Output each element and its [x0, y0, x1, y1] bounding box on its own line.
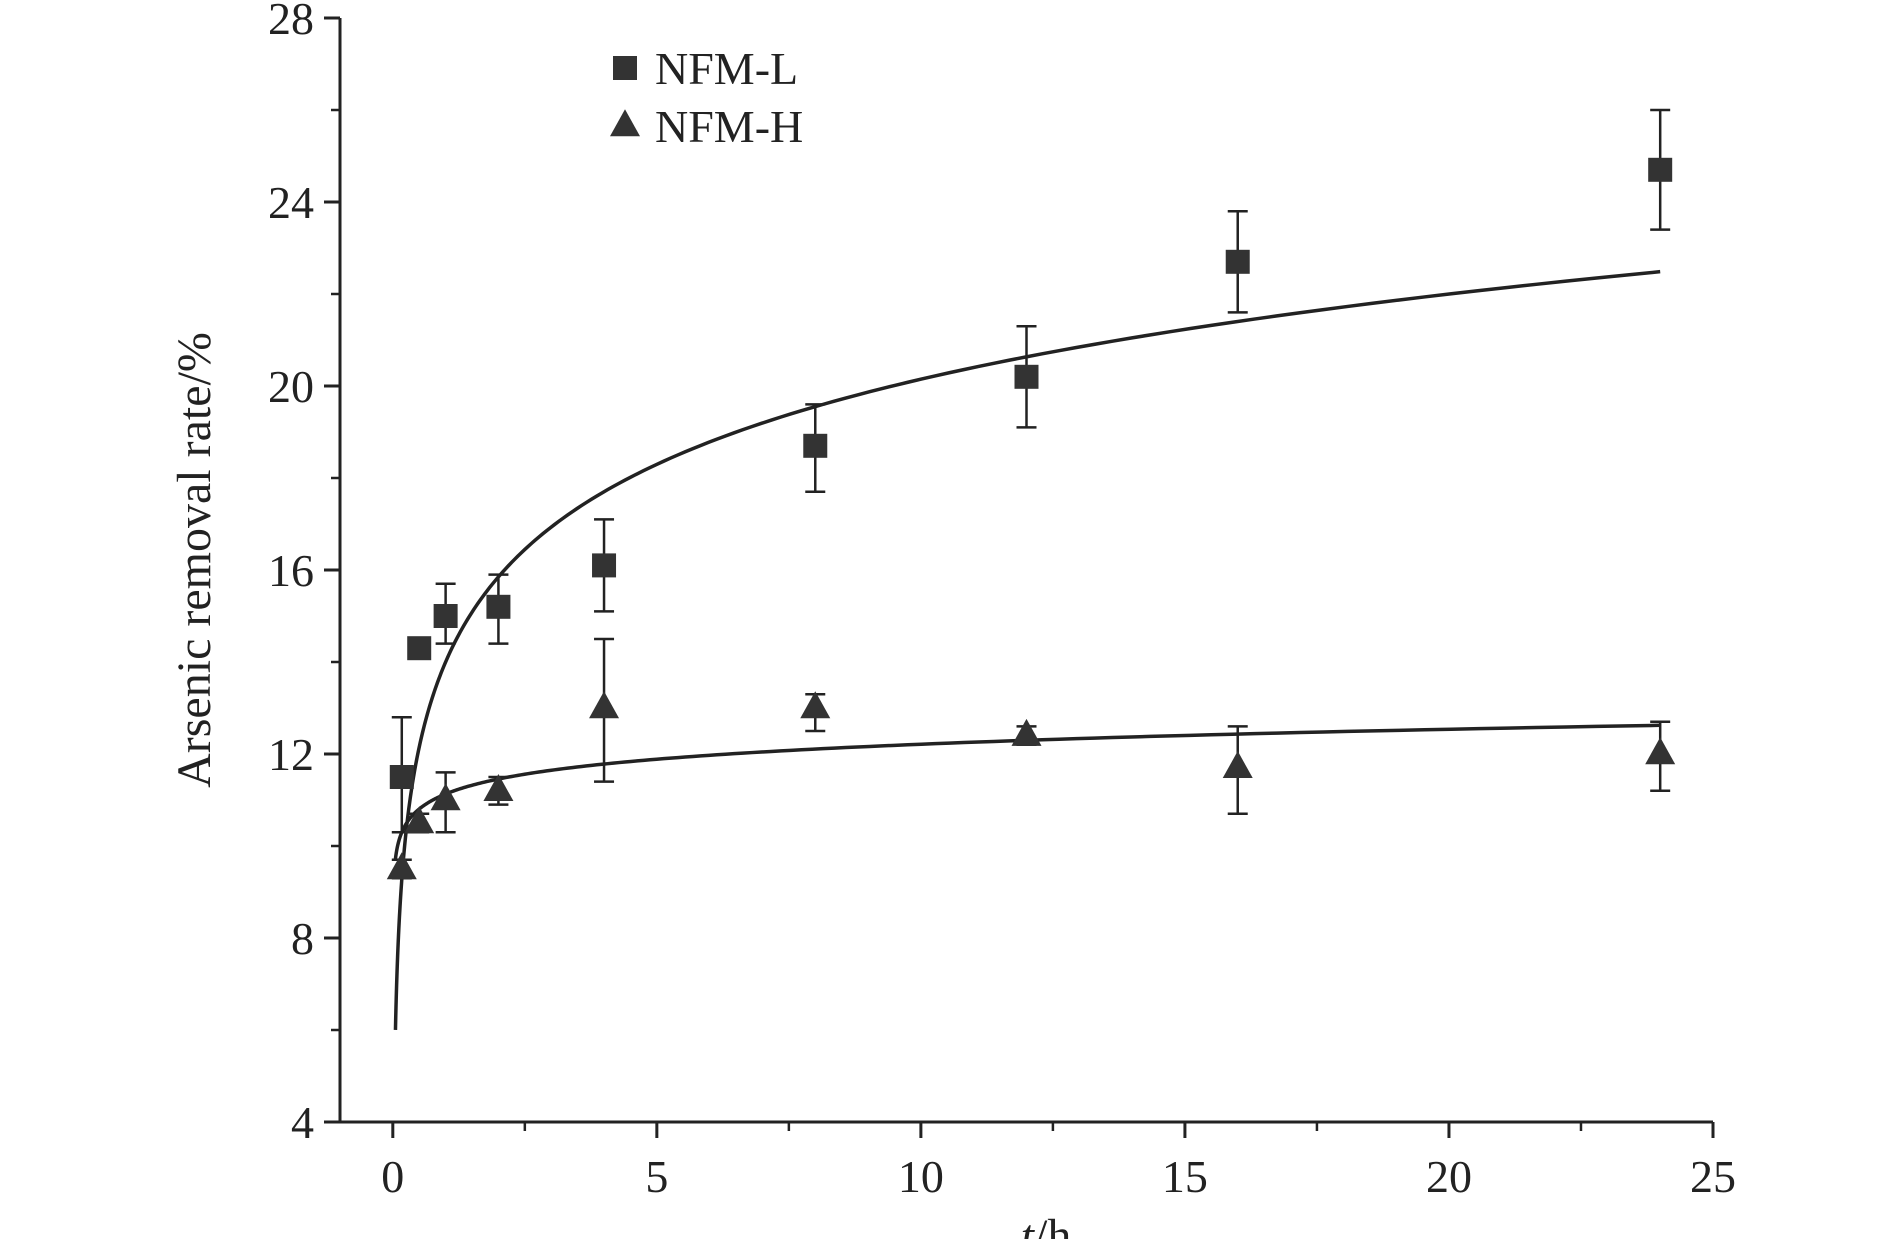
data-point-nfm-h [589, 691, 620, 719]
data-point-nfm-l [433, 604, 458, 628]
data-point-nfm-l [1225, 249, 1250, 274]
x-tick-label: 15 [1162, 1151, 1208, 1202]
legend: NFM-L NFM-H [610, 43, 803, 152]
legend-label-nfm-h: NFM-H [655, 101, 803, 152]
y-tick-label: 24 [268, 177, 314, 228]
y-tick-label: 28 [268, 0, 314, 44]
data-point-nfm-h [430, 783, 461, 811]
fit-curves-layer [393, 269, 1661, 1030]
data-point-nfm-h [1011, 718, 1042, 746]
fit-curve-nfm-l [393, 269, 1661, 1030]
data-point-nfm-l [1014, 364, 1039, 389]
fit-curve-nfm-h [393, 723, 1661, 860]
y-tick-label: 12 [268, 729, 314, 780]
legend-marker-nfm-l [613, 56, 637, 80]
data-point-nfm-l [486, 594, 511, 619]
legend-label-nfm-l: NFM-L [655, 43, 798, 94]
error-bars-layer [391, 108, 1671, 880]
x-tick-label: 25 [1690, 1151, 1736, 1202]
x-tick-label: 5 [645, 1151, 668, 1202]
x-axis-title-variable: t [1021, 1210, 1036, 1239]
data-points-layer [386, 157, 1676, 880]
y-tick-label: 4 [291, 1097, 314, 1148]
data-point-nfm-h [386, 852, 417, 880]
data-point-nfm-l [1648, 157, 1673, 182]
data-point-nfm-l [407, 636, 432, 661]
data-point-nfm-h [404, 806, 435, 834]
x-tick-label: 0 [381, 1151, 404, 1202]
y-tick-label: 8 [291, 913, 314, 964]
x-tick-label: 20 [1426, 1151, 1472, 1202]
y-axis-title: Arsenic removal rate/% [168, 332, 221, 788]
y-tick-label: 16 [268, 545, 314, 596]
axes-layer: 0 5 10 15 20 25 4 8 12 16 20 24 28 [268, 0, 1736, 1202]
x-axis-title: t/h [1021, 1210, 1072, 1239]
data-point-nfm-l [803, 433, 828, 458]
data-point-nfm-h [483, 774, 514, 802]
data-point-nfm-h [1222, 751, 1253, 779]
y-tick-label: 20 [268, 361, 314, 412]
data-point-nfm-h [800, 691, 831, 719]
legend-marker-nfm-h [610, 109, 640, 137]
x-tick-label: 10 [898, 1151, 944, 1202]
x-axis-title-unit: /h [1034, 1210, 1071, 1239]
data-point-nfm-l [389, 765, 414, 789]
data-point-nfm-h [1645, 737, 1676, 765]
data-point-nfm-l [592, 553, 617, 578]
